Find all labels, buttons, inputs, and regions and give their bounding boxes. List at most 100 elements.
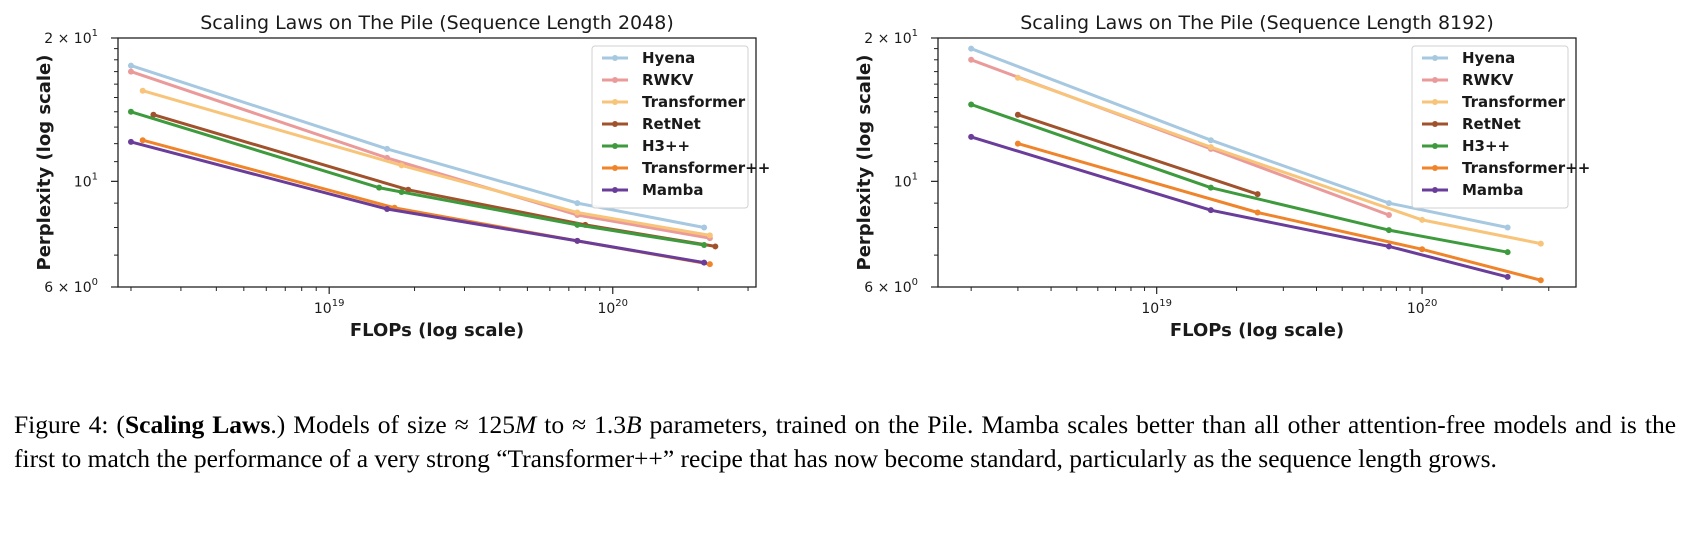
data-point [1504,273,1511,280]
data-point [1254,209,1261,216]
caption-text-1: .) Models of size ≈ 125 [270,410,515,439]
legend-label: H3++ [642,137,690,155]
legend-label: H3++ [1462,137,1510,155]
data-point [1207,137,1214,144]
legend-item: Mamba [602,181,704,199]
legend-item: Transformer [1422,93,1566,111]
legend-marker [612,187,618,193]
legend-label: RetNet [1462,115,1521,133]
legend-item: Hyena [1422,49,1515,67]
data-point [1014,111,1021,118]
series-transformer [139,87,713,239]
series-line [1016,76,1543,246]
y-tick-label: 101 [74,171,98,190]
legend-item: H3++ [1422,137,1510,155]
data-point [574,237,581,244]
caption-text-2: to ≈ 1.3 [536,410,626,439]
legend-marker [1432,77,1438,83]
y-tick-exponent: 1 [912,28,918,39]
data-point [1207,144,1214,151]
legend-marker [612,165,618,171]
data-point [405,186,412,193]
plot-frame [937,37,1577,288]
chart-title: Scaling Laws on The Pile (Sequence Lengt… [1020,12,1493,34]
x-tick-exponent: 20 [615,298,628,309]
legend-box [591,45,749,209]
data-point [968,133,975,140]
figure-caption: Figure 4: (Scaling Laws.) Models of size… [14,408,1676,476]
series-mamba [127,138,708,266]
data-point [1504,224,1511,231]
y-tick-label: 2 × 101 [44,28,98,47]
series-line [141,89,712,237]
data-point [712,243,719,250]
chart-seq-2048: Scaling Laws on The Pile (Sequence Lengt… [0,0,845,390]
data-point [701,224,708,231]
legend-marker [1432,143,1438,149]
x-axis-label: FLOPs (log scale) [350,320,524,341]
x-tick-label: 1019 [314,298,345,317]
x-axis-label: FLOPs (log scale) [1170,320,1344,341]
data-point [1537,240,1544,247]
data-point [574,200,581,207]
legend-marker [1432,99,1438,105]
y-axis-label: Perplexity (log scale) [34,55,55,271]
data-point [127,108,134,115]
series-transformer [1014,74,1544,247]
series-mamba [968,133,1511,280]
legend-item: RWKV [1422,71,1514,89]
data-point [127,62,134,69]
plot-frame [117,37,757,288]
legend: Hyena RWKV Transformer RetNet H3++ Transforme… [591,45,770,209]
legend: Hyena RWKV Transformer RetNet H3++ Transforme… [1411,45,1590,209]
data-point [968,45,975,52]
legend-label: RWKV [1462,71,1514,89]
data-point [384,205,391,212]
y-axis-label: Perplexity (log scale) [854,55,875,271]
legend-marker [1432,187,1438,193]
chart-title: Scaling Laws on The Pile (Sequence Lengt… [200,12,673,34]
caption-italic-b: B [625,410,642,439]
legend-item: RetNet [1422,115,1521,133]
data-point [1207,207,1214,214]
data-point [1014,74,1021,81]
y-tick-exponent: 1 [912,171,918,182]
legend-label: Hyena [642,49,695,67]
series-line [129,64,706,229]
caption-bold: Scaling Laws [124,410,271,439]
series-retnet [1014,111,1261,198]
y-tick-label: 6 × 100 [44,277,98,296]
data-point [706,232,713,239]
data-point [574,221,581,228]
legend-label: Transformer++ [1462,159,1590,177]
data-point [127,138,134,145]
legend-item: H3++ [602,137,690,155]
y-tick-label: 2 × 101 [864,28,918,47]
y-tick-exponent: 0 [92,277,98,288]
data-point [706,261,713,268]
series-line [129,140,706,265]
legend-marker [1432,55,1438,61]
legend-item: RWKV [602,71,694,89]
legend-label: Transformer [642,93,746,111]
legend-marker [612,99,618,105]
series-line [969,135,1510,279]
series-hyena [127,62,708,231]
x-tick-label: 1020 [1407,298,1438,317]
legend-marker [612,143,618,149]
y-tick-label: 101 [894,171,918,190]
caption-prefix: Figure 4: ( [14,410,125,439]
legend-marker [612,121,618,127]
data-point [139,87,146,94]
data-point [1385,200,1392,207]
series-line [969,47,1510,229]
data-point [1385,243,1392,250]
legend-item: Transformer++ [602,159,770,177]
series-h3pp [127,108,708,249]
caption-italic-m: M [514,410,537,439]
series-line [1016,113,1260,196]
x-tick-label: 1019 [1141,298,1172,317]
series-line [1016,142,1543,282]
data-point [1385,211,1392,218]
legend-item: Transformer [602,93,746,111]
